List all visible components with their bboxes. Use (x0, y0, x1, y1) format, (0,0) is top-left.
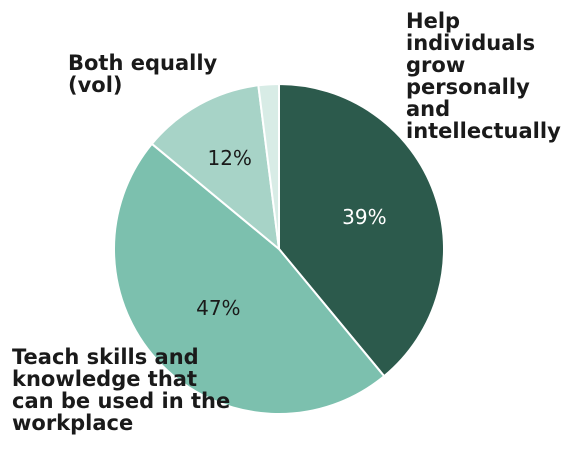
slice-both-equally-value-label: 12% (207, 146, 251, 170)
slice-label-teach-skills: Teach skills and knowledge that can be u… (12, 345, 231, 435)
slice-label-both-equally: Both equally (vol) (68, 51, 218, 97)
pie-value-labels: 39% 47% 12% (196, 146, 387, 320)
slice-help-individuals (278, 82, 445, 378)
slice-help-individuals-value-label: 39% (342, 205, 386, 229)
slice-teach-skills (113, 142, 386, 415)
pie-slices (113, 82, 445, 415)
slice-both-equally (150, 84, 281, 252)
slice-label-help-individuals: Help individuals grow personally and int… (406, 9, 561, 143)
slice-other (257, 82, 280, 250)
slice-teach-skills-value-label: 47% (196, 296, 240, 320)
